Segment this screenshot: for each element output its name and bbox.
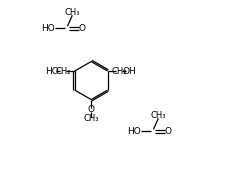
Text: CH₂: CH₂: [56, 67, 71, 75]
Text: HO: HO: [127, 127, 140, 136]
Text: CH₃: CH₃: [65, 8, 80, 17]
Text: OH: OH: [123, 67, 137, 75]
Text: O: O: [88, 105, 95, 114]
Text: HO: HO: [45, 67, 58, 75]
Text: CH₂: CH₂: [111, 67, 127, 75]
Text: O: O: [79, 24, 86, 33]
Text: CH₃: CH₃: [83, 114, 99, 123]
Text: O: O: [164, 127, 171, 136]
Text: HO: HO: [41, 24, 55, 33]
Text: CH₃: CH₃: [151, 111, 166, 120]
